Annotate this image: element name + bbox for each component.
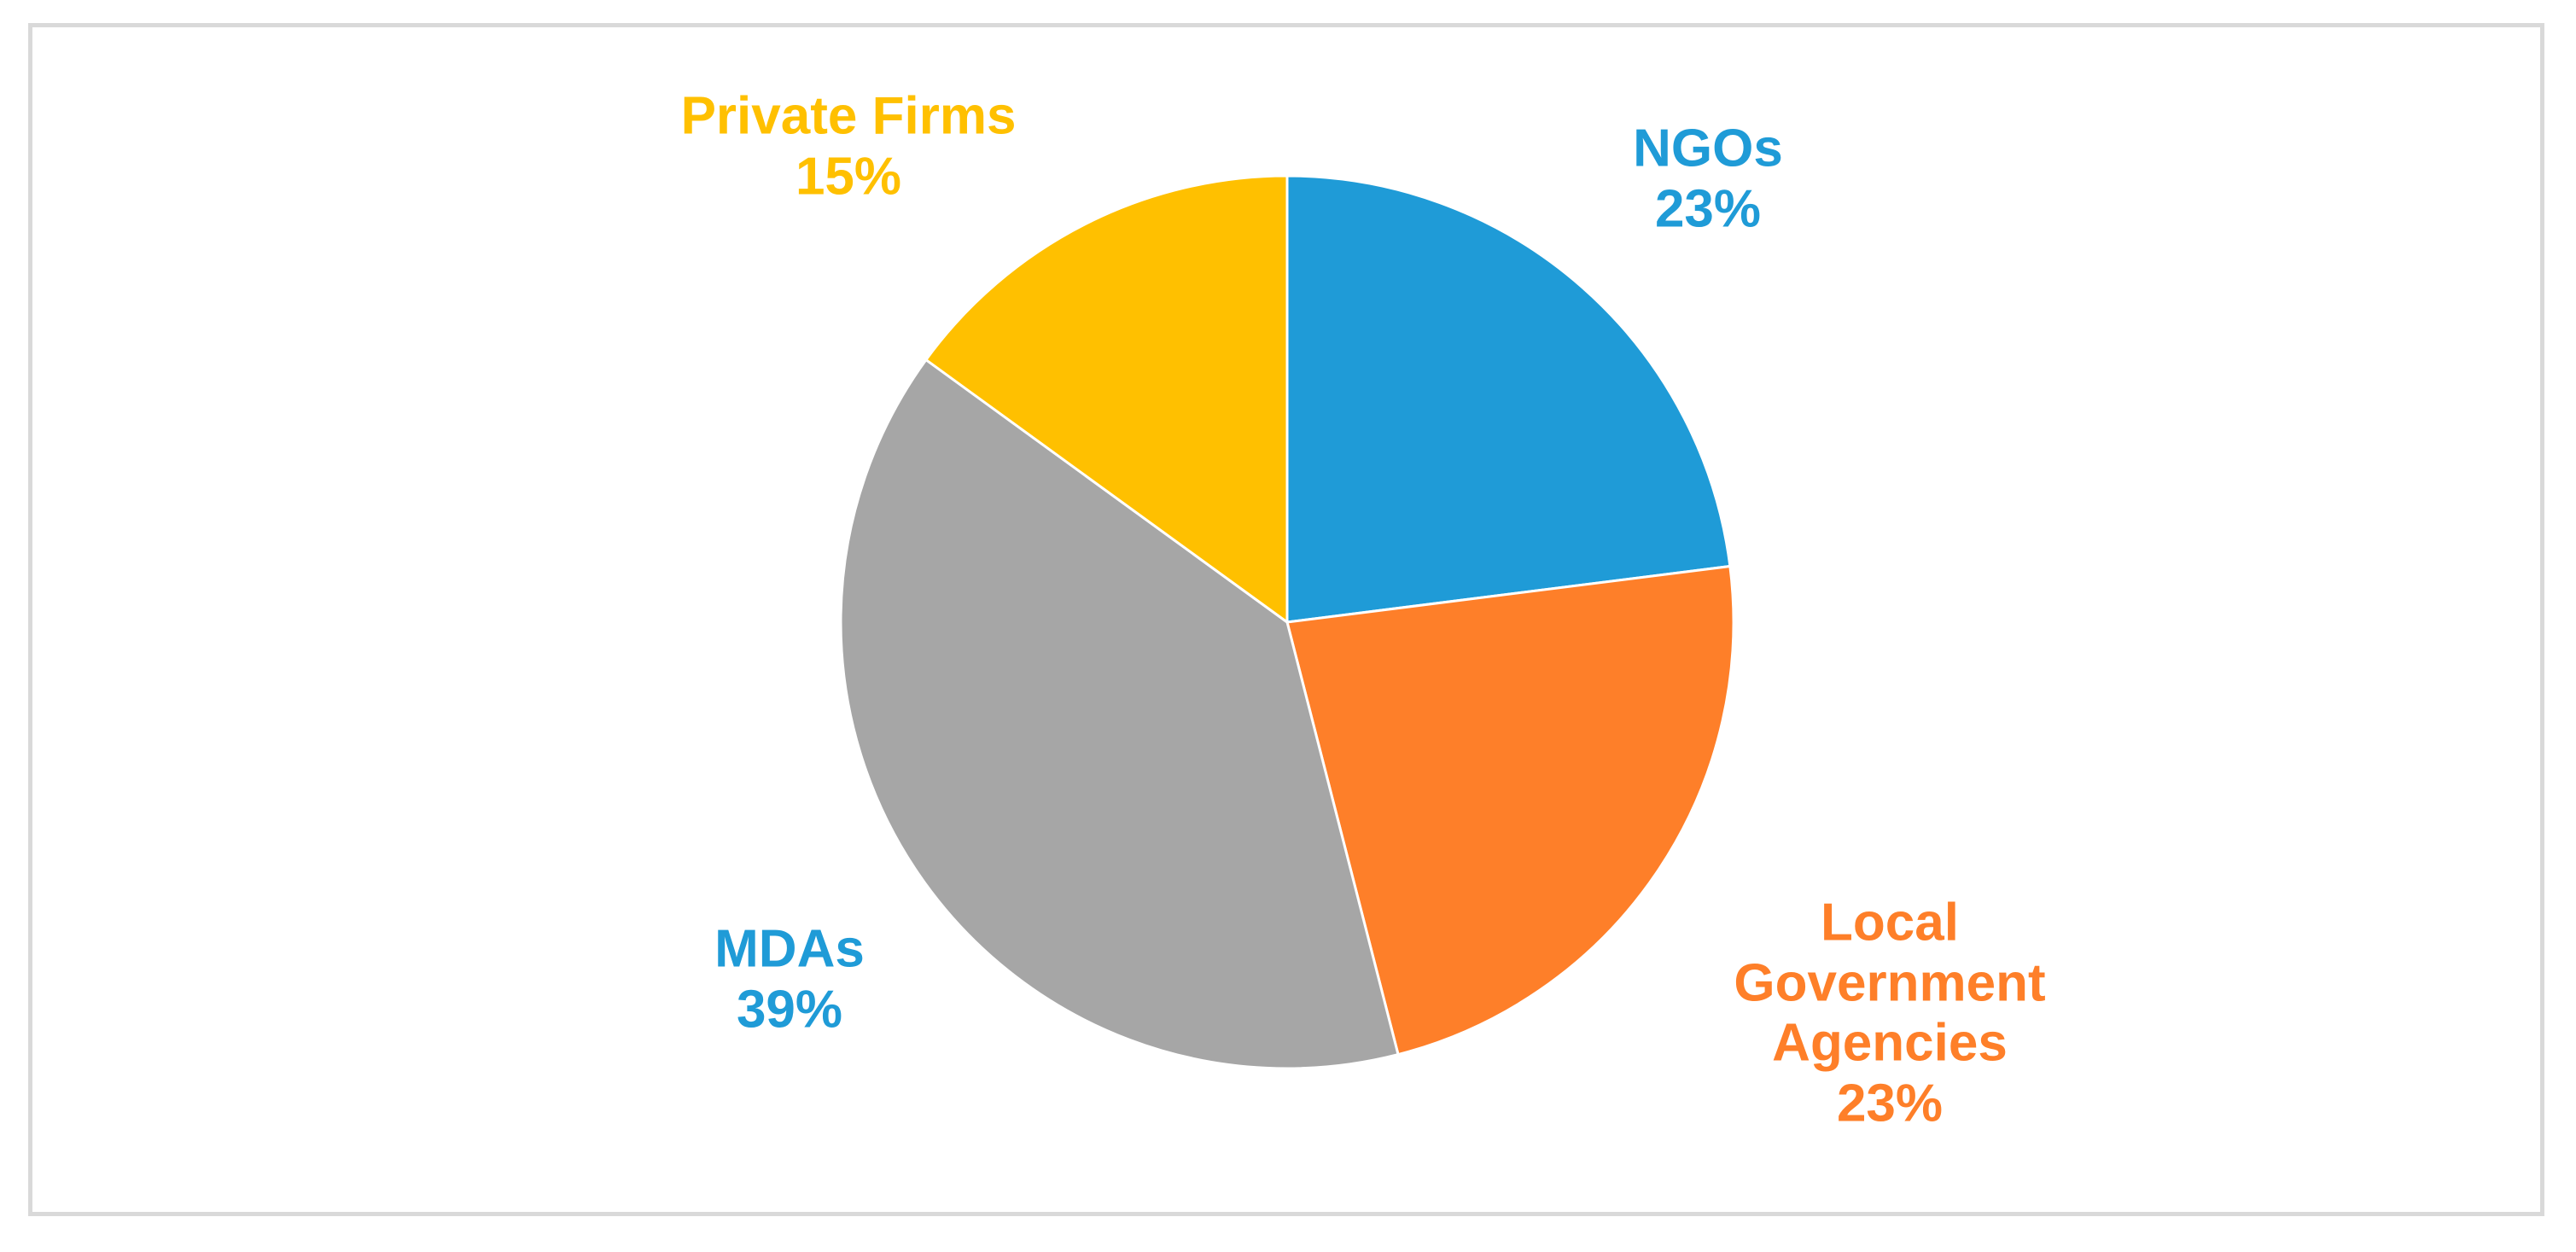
slice-label-line: NGOs xyxy=(1633,119,1783,178)
slice-label-line: Government xyxy=(1734,953,2046,1013)
slice-label-local-government-agencies: Local Government Agencies 23% xyxy=(1734,894,2045,1135)
pie-slice-ngos xyxy=(1285,174,1732,624)
slice-label-line: Local xyxy=(1821,893,1959,952)
slice-percent: 39% xyxy=(736,980,843,1039)
slice-label-line: Agencies xyxy=(1772,1014,2008,1073)
slice-label-line: MDAs xyxy=(714,919,865,979)
slice-percent: 15% xyxy=(795,147,902,206)
slice-percent: 23% xyxy=(1654,179,1762,238)
slice-percent: 23% xyxy=(1836,1074,1944,1133)
slice-label-line: Private Firms xyxy=(680,86,1017,146)
slice-label-ngos: NGOs 23% xyxy=(1633,119,1783,239)
pie-slice-private-firms xyxy=(924,174,1289,625)
pie-slice-local-government-agencies xyxy=(1285,564,1735,1057)
slice-label-mdas: MDAs 39% xyxy=(714,919,865,1039)
slice-label-private-firms: Private Firms 15% xyxy=(681,86,1017,207)
pie-slice-mdas xyxy=(839,358,1400,1070)
